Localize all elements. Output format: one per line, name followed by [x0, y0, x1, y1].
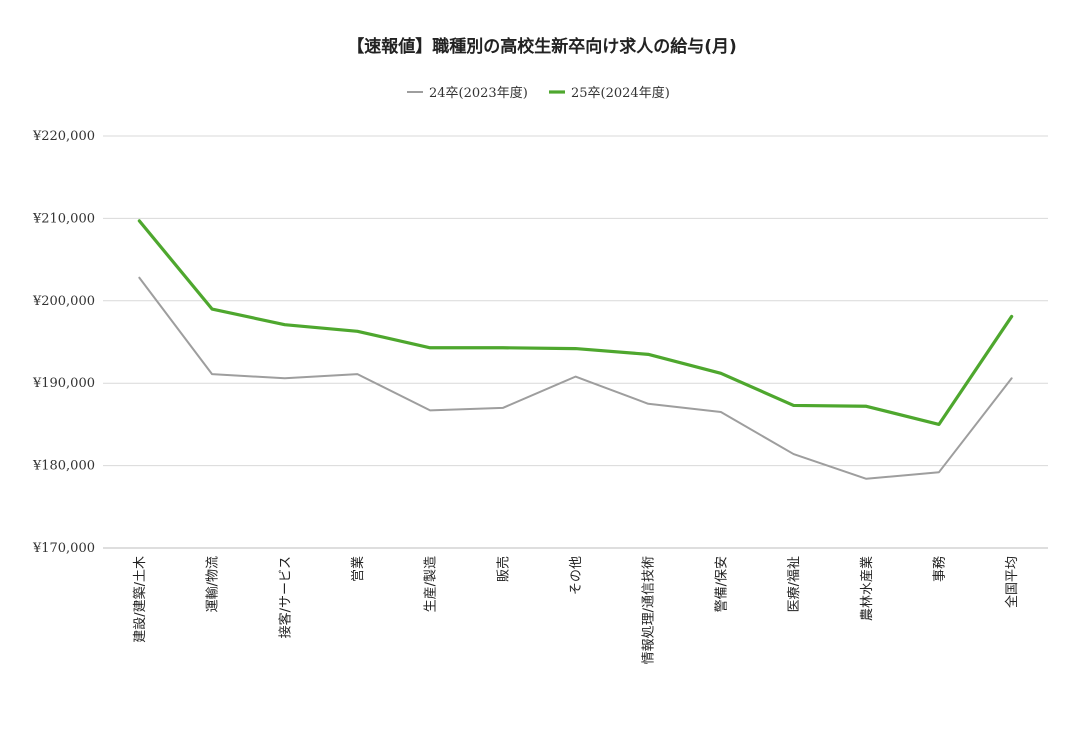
gridlines [103, 136, 1048, 548]
series-layer [139, 221, 1012, 479]
x-tick-label: 全国平均 [1004, 556, 1020, 608]
chart-title: 【速報値】職種別の高校生新卒向け求人の給与(月) [347, 36, 737, 57]
x-tick-label: 生産/製造 [423, 556, 439, 612]
y-axis: ¥170,000 ¥180,000 ¥190,000 ¥200,000 ¥210,000… [32, 129, 95, 556]
x-tick-label: その他 [569, 556, 584, 595]
legend: 24卒(2023年度) 25卒(2024年度) [407, 85, 670, 101]
x-tick-label: 建設/建築/土木 [132, 556, 148, 643]
x-tick-label: 医療/福祉 [787, 556, 802, 612]
legend-item-2: 25卒(2024年度) [549, 85, 670, 101]
series-line [139, 221, 1011, 425]
x-tick-label: 情報処理/通信技術 [642, 556, 657, 664]
x-tick-label: 接客/サービス [277, 556, 293, 638]
y-tick-label: ¥220,000 [32, 129, 95, 144]
legend-label: 24卒(2023年度) [429, 85, 528, 101]
x-tick-label: 運輸/物流 [206, 556, 221, 612]
x-tick-label: 事務 [933, 556, 948, 582]
legend-item-1: 24卒(2023年度) [407, 85, 528, 101]
x-tick-label: 販売 [495, 556, 511, 582]
y-tick-label: ¥200,000 [32, 294, 95, 309]
x-tick-label: 警備/保安 [713, 556, 729, 612]
series-1 [139, 278, 1012, 479]
x-tick-label: 農林水産業 [859, 556, 875, 621]
x-axis: 建設/建築/土木 運輸/物流 接客/サービス 営業 生産/製造 販売 その他 情報処理/通信技… [132, 556, 1020, 664]
y-tick-label: ¥180,000 [32, 459, 95, 474]
y-tick-label: ¥190,000 [32, 376, 95, 391]
series-line [139, 278, 1011, 479]
x-tick-label: 営業 [350, 556, 366, 582]
legend-label: 25卒(2024年度) [571, 85, 670, 101]
y-tick-label: ¥210,000 [32, 211, 95, 226]
y-tick-label: ¥170,000 [32, 541, 95, 556]
series-2 [139, 221, 1012, 425]
